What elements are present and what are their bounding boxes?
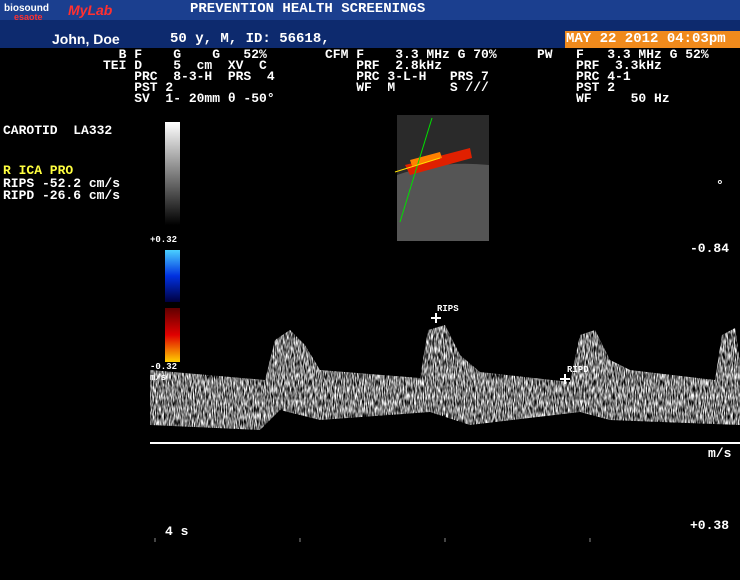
param-line: WF 50 Hz [537, 91, 670, 106]
gray-scale-bar [165, 122, 180, 225]
b-mode-params: B F G G 52% TEI D 5 cm XV C PRC 8-3-H PRS… [103, 47, 275, 106]
color-bar-positive [165, 308, 180, 362]
top-bar [0, 0, 740, 20]
param-line: PRF 3.3kHz [537, 58, 662, 73]
patient-name: John, Doe [52, 31, 120, 47]
param-line: PST 2 [103, 80, 174, 95]
screen-title: PREVENTION HEALTH SCREENINGS [190, 1, 426, 17]
pw-params: PW F 3.3 MHz G 52% PRF 3.3kHz PRC 4-1 PS… [537, 47, 709, 106]
param-line: PW F 3.3 MHz G 52% [537, 47, 709, 62]
vessel-label: R ICA PRO [3, 163, 74, 178]
image-inset [394, 115, 489, 241]
date-time: MAY 22 2012 04:03pm [566, 31, 726, 47]
patient-info: 50 y, M, ID: 56618, [170, 31, 330, 47]
param-line: PST 2 [537, 80, 616, 95]
velocity-top: -0.84 [690, 241, 730, 256]
param-line: B F G G 52% [103, 47, 267, 62]
degree-mark: ° [716, 178, 724, 193]
param-line: TEI D 5 cm XV C [103, 58, 267, 73]
velocity-unit: m/s [708, 446, 732, 461]
logo-sub: esaote [14, 12, 43, 22]
logo-product: MyLab [68, 2, 113, 18]
time-scale: 4 s [165, 524, 189, 539]
marker-label: RIPD [567, 365, 589, 375]
logo-brand: biosound [4, 3, 49, 14]
time-ticks [154, 538, 591, 542]
date-box [565, 31, 740, 48]
param-line: SV 1- 20mm θ -50° [103, 91, 275, 106]
param-line: PRC 3-L-H PRS 7 [325, 69, 489, 84]
param-line: WF M S /// [325, 80, 489, 95]
param-line: PRC 8-3-H PRS 4 [103, 69, 275, 84]
param-line: CFM F 3.3 MHz G 70% [325, 47, 497, 62]
measurement: RIPS -52.2 cm/s [3, 176, 121, 191]
param-line: PRC 4-1 [537, 69, 631, 84]
cfm-params: CFM F 3.3 MHz G 70% PRF 2.8kHz PRC 3-L-H… [325, 47, 497, 95]
measurement-crosses [431, 313, 570, 384]
color-scale-bottom: -0.32 [150, 362, 178, 372]
color-scale-unit: m/s [150, 373, 167, 383]
param-line: PRF 2.8kHz [325, 58, 443, 73]
color-bar-negative [165, 250, 180, 302]
velocity-bottom: +0.38 [690, 518, 730, 533]
marker-label: RIPS [437, 304, 459, 314]
color-scale-top: +0.32 [150, 235, 178, 245]
study-label: CAROTID LA332 [3, 123, 113, 138]
doppler-spectrum [150, 325, 740, 430]
measurement: RIPD -26.6 cm/s [3, 188, 121, 203]
